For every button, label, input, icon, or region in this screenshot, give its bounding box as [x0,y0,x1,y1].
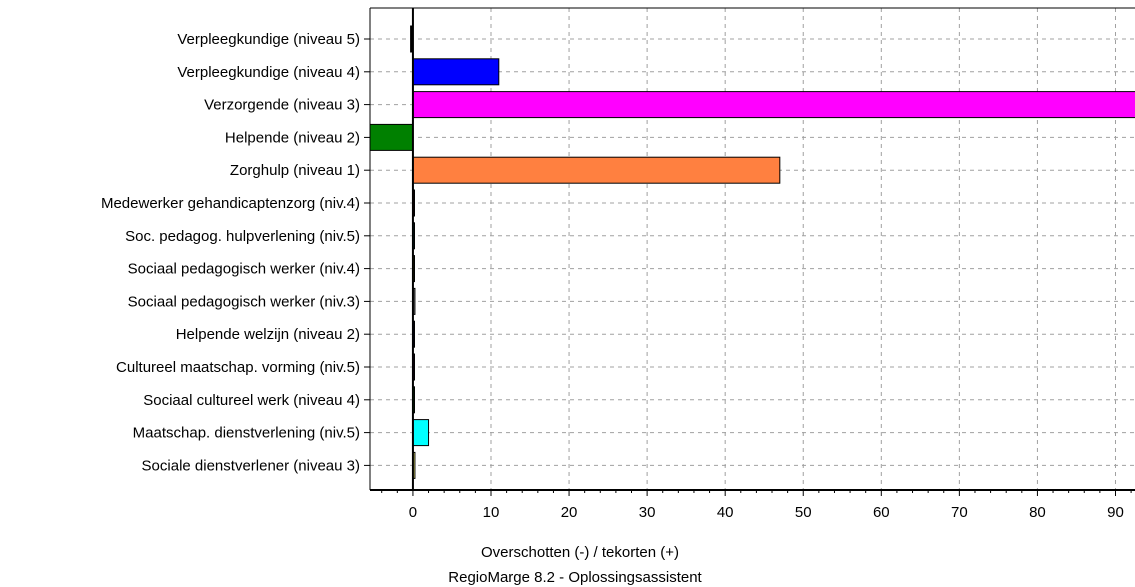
x-tick-label: 40 [717,504,734,521]
category-label: Helpende welzijn (niveau 2) [176,326,360,343]
x-tick-label: 70 [951,504,968,521]
category-label: Verzorgende (niveau 3) [204,97,360,114]
category-label: Sociaal cultureel werk (niveau 4) [143,392,360,409]
category-label: Sociale dienstverlener (niveau 3) [142,457,360,474]
x-tick-labels: 0 10 20 30 40 50 60 70 80 90 [409,504,1124,521]
x-tick-label: 50 [795,504,812,521]
x-tick-label: 0 [409,504,417,521]
category-label: Maatschap. dienstverlening (niv.5) [133,425,360,442]
category-label: Zorghulp (niveau 1) [230,162,360,179]
category-label: Verpleegkundige (niveau 4) [177,64,360,81]
chart-subtitle: RegioMarge 8.2 - Oplossingsassistent [448,569,702,586]
bar [412,419,430,447]
axes [364,7,1135,496]
x-tick-label: 80 [1029,504,1046,521]
category-label: Medewerker gehandicaptenzorg (niv.4) [101,195,360,212]
bar [412,58,500,86]
category-label: Sociaal pedagogisch werker (niv.3) [128,293,360,310]
category-label: Soc. pedagog. hulpverlening (niv.5) [125,228,360,245]
grid-lines [370,8,1135,490]
bar [369,123,414,151]
category-label: Verpleegkundige (niveau 5) [177,31,360,48]
category-label: Sociaal pedagogisch werker (niv.4) [128,261,360,278]
bar [412,156,781,184]
x-tick-label: 30 [639,504,656,521]
category-labels: Verpleegkundige (niveau 5) Verpleegkundig… [101,31,360,474]
x-tick-label: 20 [561,504,578,521]
x-tick-label: 60 [873,504,890,521]
category-label: Helpende (niveau 2) [225,129,360,146]
x-tick-label: 10 [483,504,500,521]
bars [369,25,1135,479]
x-tick-label: 90 [1107,504,1124,521]
category-label: Cultureel maatschap. vorming (niv.5) [116,359,360,376]
x-axis-title: Overschotten (-) / tekorten (+) [481,544,679,561]
bar [412,91,1135,119]
